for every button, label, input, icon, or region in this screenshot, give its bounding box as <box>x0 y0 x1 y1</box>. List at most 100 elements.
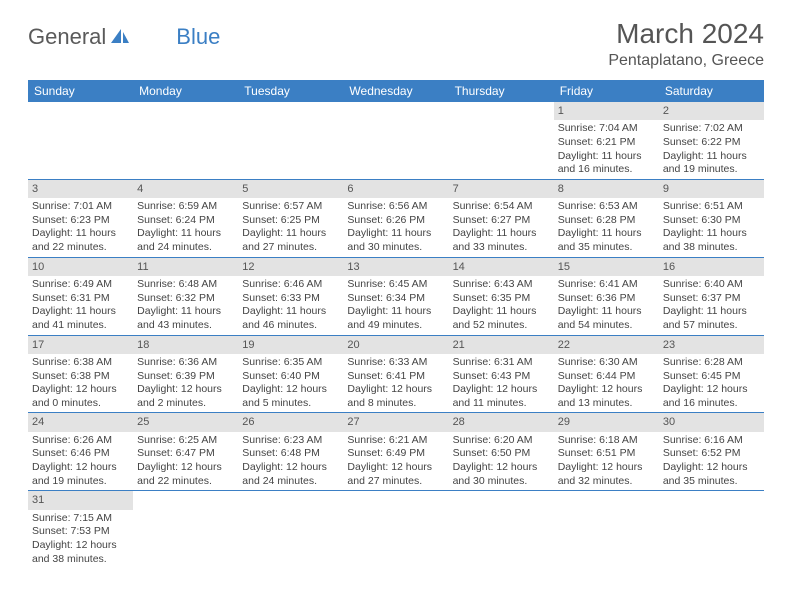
calendar-cell: 27Sunrise: 6:21 AMSunset: 6:49 PMDayligh… <box>343 413 448 491</box>
day-details: Sunrise: 6:56 AMSunset: 6:26 PMDaylight:… <box>343 198 448 257</box>
day-number: 16 <box>659 258 764 276</box>
day-details: Sunrise: 6:20 AMSunset: 6:50 PMDaylight:… <box>449 432 554 491</box>
calendar-cell: 16Sunrise: 6:40 AMSunset: 6:37 PMDayligh… <box>659 257 764 335</box>
day-number: 8 <box>554 180 659 198</box>
logo-text-1: General <box>28 24 106 50</box>
calendar-cell: 24Sunrise: 6:26 AMSunset: 6:46 PMDayligh… <box>28 413 133 491</box>
day-number: 3 <box>28 180 133 198</box>
day-number: 12 <box>238 258 343 276</box>
calendar-cell: 25Sunrise: 6:25 AMSunset: 6:47 PMDayligh… <box>133 413 238 491</box>
day-number: 15 <box>554 258 659 276</box>
day-number: 5 <box>238 180 343 198</box>
calendar-cell: 30Sunrise: 6:16 AMSunset: 6:52 PMDayligh… <box>659 413 764 491</box>
calendar-cell-empty <box>133 102 238 179</box>
day-number: 19 <box>238 336 343 354</box>
day-number: 14 <box>449 258 554 276</box>
calendar-cell: 28Sunrise: 6:20 AMSunset: 6:50 PMDayligh… <box>449 413 554 491</box>
day-details: Sunrise: 6:53 AMSunset: 6:28 PMDaylight:… <box>554 198 659 257</box>
calendar-cell: 20Sunrise: 6:33 AMSunset: 6:41 PMDayligh… <box>343 335 448 413</box>
calendar-cell: 2Sunrise: 7:02 AMSunset: 6:22 PMDaylight… <box>659 102 764 179</box>
day-number: 4 <box>133 180 238 198</box>
calendar-row: 31Sunrise: 7:15 AMSunset: 7:53 PMDayligh… <box>28 491 764 568</box>
calendar-cell: 18Sunrise: 6:36 AMSunset: 6:39 PMDayligh… <box>133 335 238 413</box>
logo-text-2: Blue <box>176 24 220 50</box>
day-details: Sunrise: 6:31 AMSunset: 6:43 PMDaylight:… <box>449 354 554 413</box>
day-number: 2 <box>659 102 764 120</box>
calendar-cell: 6Sunrise: 6:56 AMSunset: 6:26 PMDaylight… <box>343 179 448 257</box>
calendar-cell-empty <box>238 102 343 179</box>
day-details: Sunrise: 7:04 AMSunset: 6:21 PMDaylight:… <box>554 120 659 179</box>
calendar-body: 1Sunrise: 7:04 AMSunset: 6:21 PMDaylight… <box>28 102 764 568</box>
day-details: Sunrise: 6:48 AMSunset: 6:32 PMDaylight:… <box>133 276 238 335</box>
day-details: Sunrise: 6:57 AMSunset: 6:25 PMDaylight:… <box>238 198 343 257</box>
day-number: 28 <box>449 413 554 431</box>
day-number: 23 <box>659 336 764 354</box>
day-number: 24 <box>28 413 133 431</box>
day-number: 10 <box>28 258 133 276</box>
page-title: March 2024 <box>608 18 764 50</box>
day-number: 9 <box>659 180 764 198</box>
calendar-cell: 19Sunrise: 6:35 AMSunset: 6:40 PMDayligh… <box>238 335 343 413</box>
weekday-header: Tuesday <box>238 80 343 102</box>
location: Pentaplatano, Greece <box>608 52 764 70</box>
day-number: 18 <box>133 336 238 354</box>
calendar-cell: 3Sunrise: 7:01 AMSunset: 6:23 PMDaylight… <box>28 179 133 257</box>
day-details: Sunrise: 6:54 AMSunset: 6:27 PMDaylight:… <box>449 198 554 257</box>
calendar-cell-empty <box>449 491 554 568</box>
day-details: Sunrise: 6:18 AMSunset: 6:51 PMDaylight:… <box>554 432 659 491</box>
day-details: Sunrise: 7:02 AMSunset: 6:22 PMDaylight:… <box>659 120 764 179</box>
day-details: Sunrise: 7:15 AMSunset: 7:53 PMDaylight:… <box>28 510 133 569</box>
day-number: 1 <box>554 102 659 120</box>
calendar-cell-empty <box>449 102 554 179</box>
day-number: 7 <box>449 180 554 198</box>
day-details: Sunrise: 6:41 AMSunset: 6:36 PMDaylight:… <box>554 276 659 335</box>
day-details: Sunrise: 6:35 AMSunset: 6:40 PMDaylight:… <box>238 354 343 413</box>
calendar-cell-empty <box>28 102 133 179</box>
day-number: 13 <box>343 258 448 276</box>
calendar-row: 17Sunrise: 6:38 AMSunset: 6:38 PMDayligh… <box>28 335 764 413</box>
logo: General Blue <box>28 18 220 50</box>
day-details: Sunrise: 6:26 AMSunset: 6:46 PMDaylight:… <box>28 432 133 491</box>
calendar-cell: 17Sunrise: 6:38 AMSunset: 6:38 PMDayligh… <box>28 335 133 413</box>
day-details: Sunrise: 6:23 AMSunset: 6:48 PMDaylight:… <box>238 432 343 491</box>
calendar-cell: 26Sunrise: 6:23 AMSunset: 6:48 PMDayligh… <box>238 413 343 491</box>
calendar-cell-empty <box>554 491 659 568</box>
calendar-cell: 21Sunrise: 6:31 AMSunset: 6:43 PMDayligh… <box>449 335 554 413</box>
calendar-cell: 11Sunrise: 6:48 AMSunset: 6:32 PMDayligh… <box>133 257 238 335</box>
sail-icon <box>110 28 130 44</box>
calendar-cell-empty <box>133 491 238 568</box>
day-details: Sunrise: 6:28 AMSunset: 6:45 PMDaylight:… <box>659 354 764 413</box>
day-details: Sunrise: 6:46 AMSunset: 6:33 PMDaylight:… <box>238 276 343 335</box>
day-details: Sunrise: 6:30 AMSunset: 6:44 PMDaylight:… <box>554 354 659 413</box>
day-details: Sunrise: 6:51 AMSunset: 6:30 PMDaylight:… <box>659 198 764 257</box>
day-number: 30 <box>659 413 764 431</box>
calendar-cell-empty <box>343 491 448 568</box>
calendar-cell-empty <box>343 102 448 179</box>
calendar-row: 1Sunrise: 7:04 AMSunset: 6:21 PMDaylight… <box>28 102 764 179</box>
title-block: March 2024 Pentaplatano, Greece <box>608 18 764 70</box>
day-number: 20 <box>343 336 448 354</box>
calendar-cell: 9Sunrise: 6:51 AMSunset: 6:30 PMDaylight… <box>659 179 764 257</box>
calendar-cell: 8Sunrise: 6:53 AMSunset: 6:28 PMDaylight… <box>554 179 659 257</box>
day-number: 26 <box>238 413 343 431</box>
weekday-header: Wednesday <box>343 80 448 102</box>
day-number: 11 <box>133 258 238 276</box>
day-details: Sunrise: 6:21 AMSunset: 6:49 PMDaylight:… <box>343 432 448 491</box>
day-number: 22 <box>554 336 659 354</box>
weekday-header: Saturday <box>659 80 764 102</box>
calendar-row: 10Sunrise: 6:49 AMSunset: 6:31 PMDayligh… <box>28 257 764 335</box>
calendar-row: 24Sunrise: 6:26 AMSunset: 6:46 PMDayligh… <box>28 413 764 491</box>
day-number: 6 <box>343 180 448 198</box>
day-details: Sunrise: 6:25 AMSunset: 6:47 PMDaylight:… <box>133 432 238 491</box>
day-number: 21 <box>449 336 554 354</box>
day-details: Sunrise: 6:59 AMSunset: 6:24 PMDaylight:… <box>133 198 238 257</box>
weekday-header-row: SundayMondayTuesdayWednesdayThursdayFrid… <box>28 80 764 102</box>
day-details: Sunrise: 6:33 AMSunset: 6:41 PMDaylight:… <box>343 354 448 413</box>
day-number: 31 <box>28 491 133 509</box>
day-number: 25 <box>133 413 238 431</box>
calendar-cell: 7Sunrise: 6:54 AMSunset: 6:27 PMDaylight… <box>449 179 554 257</box>
weekday-header: Sunday <box>28 80 133 102</box>
calendar-cell: 31Sunrise: 7:15 AMSunset: 7:53 PMDayligh… <box>28 491 133 568</box>
calendar-cell: 23Sunrise: 6:28 AMSunset: 6:45 PMDayligh… <box>659 335 764 413</box>
calendar-cell: 10Sunrise: 6:49 AMSunset: 6:31 PMDayligh… <box>28 257 133 335</box>
